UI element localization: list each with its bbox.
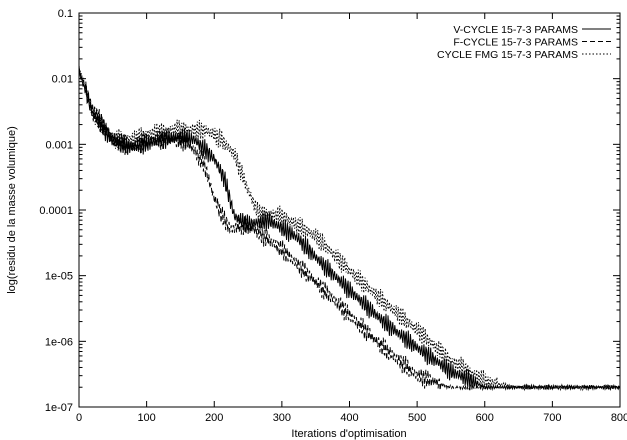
x-tick-label: 500 bbox=[408, 412, 426, 424]
y-axis-title: log(residu de la masse volumique) bbox=[6, 126, 18, 294]
x-tick-label: 600 bbox=[476, 412, 494, 424]
y-tick-label: 0.001 bbox=[45, 139, 73, 151]
x-tick-label: 400 bbox=[340, 412, 358, 424]
series-line-2 bbox=[78, 66, 486, 392]
legend-label: V-CYCLE 15-7-3 PARAMS bbox=[453, 24, 578, 36]
series-line-3 bbox=[78, 65, 621, 392]
series-lines bbox=[78, 65, 621, 392]
legend-label: CYCLE FMG 15-7-3 PARAMS bbox=[437, 49, 578, 61]
x-tick-label: 200 bbox=[205, 412, 223, 424]
x-tick-label: 100 bbox=[137, 412, 155, 424]
y-tick-label: 1e-06 bbox=[45, 336, 73, 348]
x-axis-title: Iterations d'optimisation bbox=[291, 428, 406, 440]
x-tick-label: 300 bbox=[273, 412, 291, 424]
y-tick-label: 0.01 bbox=[52, 74, 73, 86]
y-tick-label: 0.1 bbox=[58, 8, 73, 20]
x-axis: 0 100 200 300 400 500 600 700 800 bbox=[76, 13, 627, 424]
series-line-1 bbox=[78, 70, 621, 392]
legend-label: F-CYCLE 15-7-3 PARAMS bbox=[453, 37, 578, 49]
x-tick-label: 800 bbox=[611, 412, 627, 424]
y-tick-label: 0.0001 bbox=[39, 205, 73, 217]
x-tick-label: 0 bbox=[76, 412, 82, 424]
y-tick-label: 1e-07 bbox=[45, 402, 73, 414]
y-tick-label: 1e-05 bbox=[45, 271, 73, 283]
x-tick-label: 700 bbox=[543, 412, 561, 424]
plot-area bbox=[78, 12, 621, 408]
y-axis: 1e-07 1e-06 1e-05 0.0001 0.001 0.01 0.1 bbox=[39, 8, 620, 414]
